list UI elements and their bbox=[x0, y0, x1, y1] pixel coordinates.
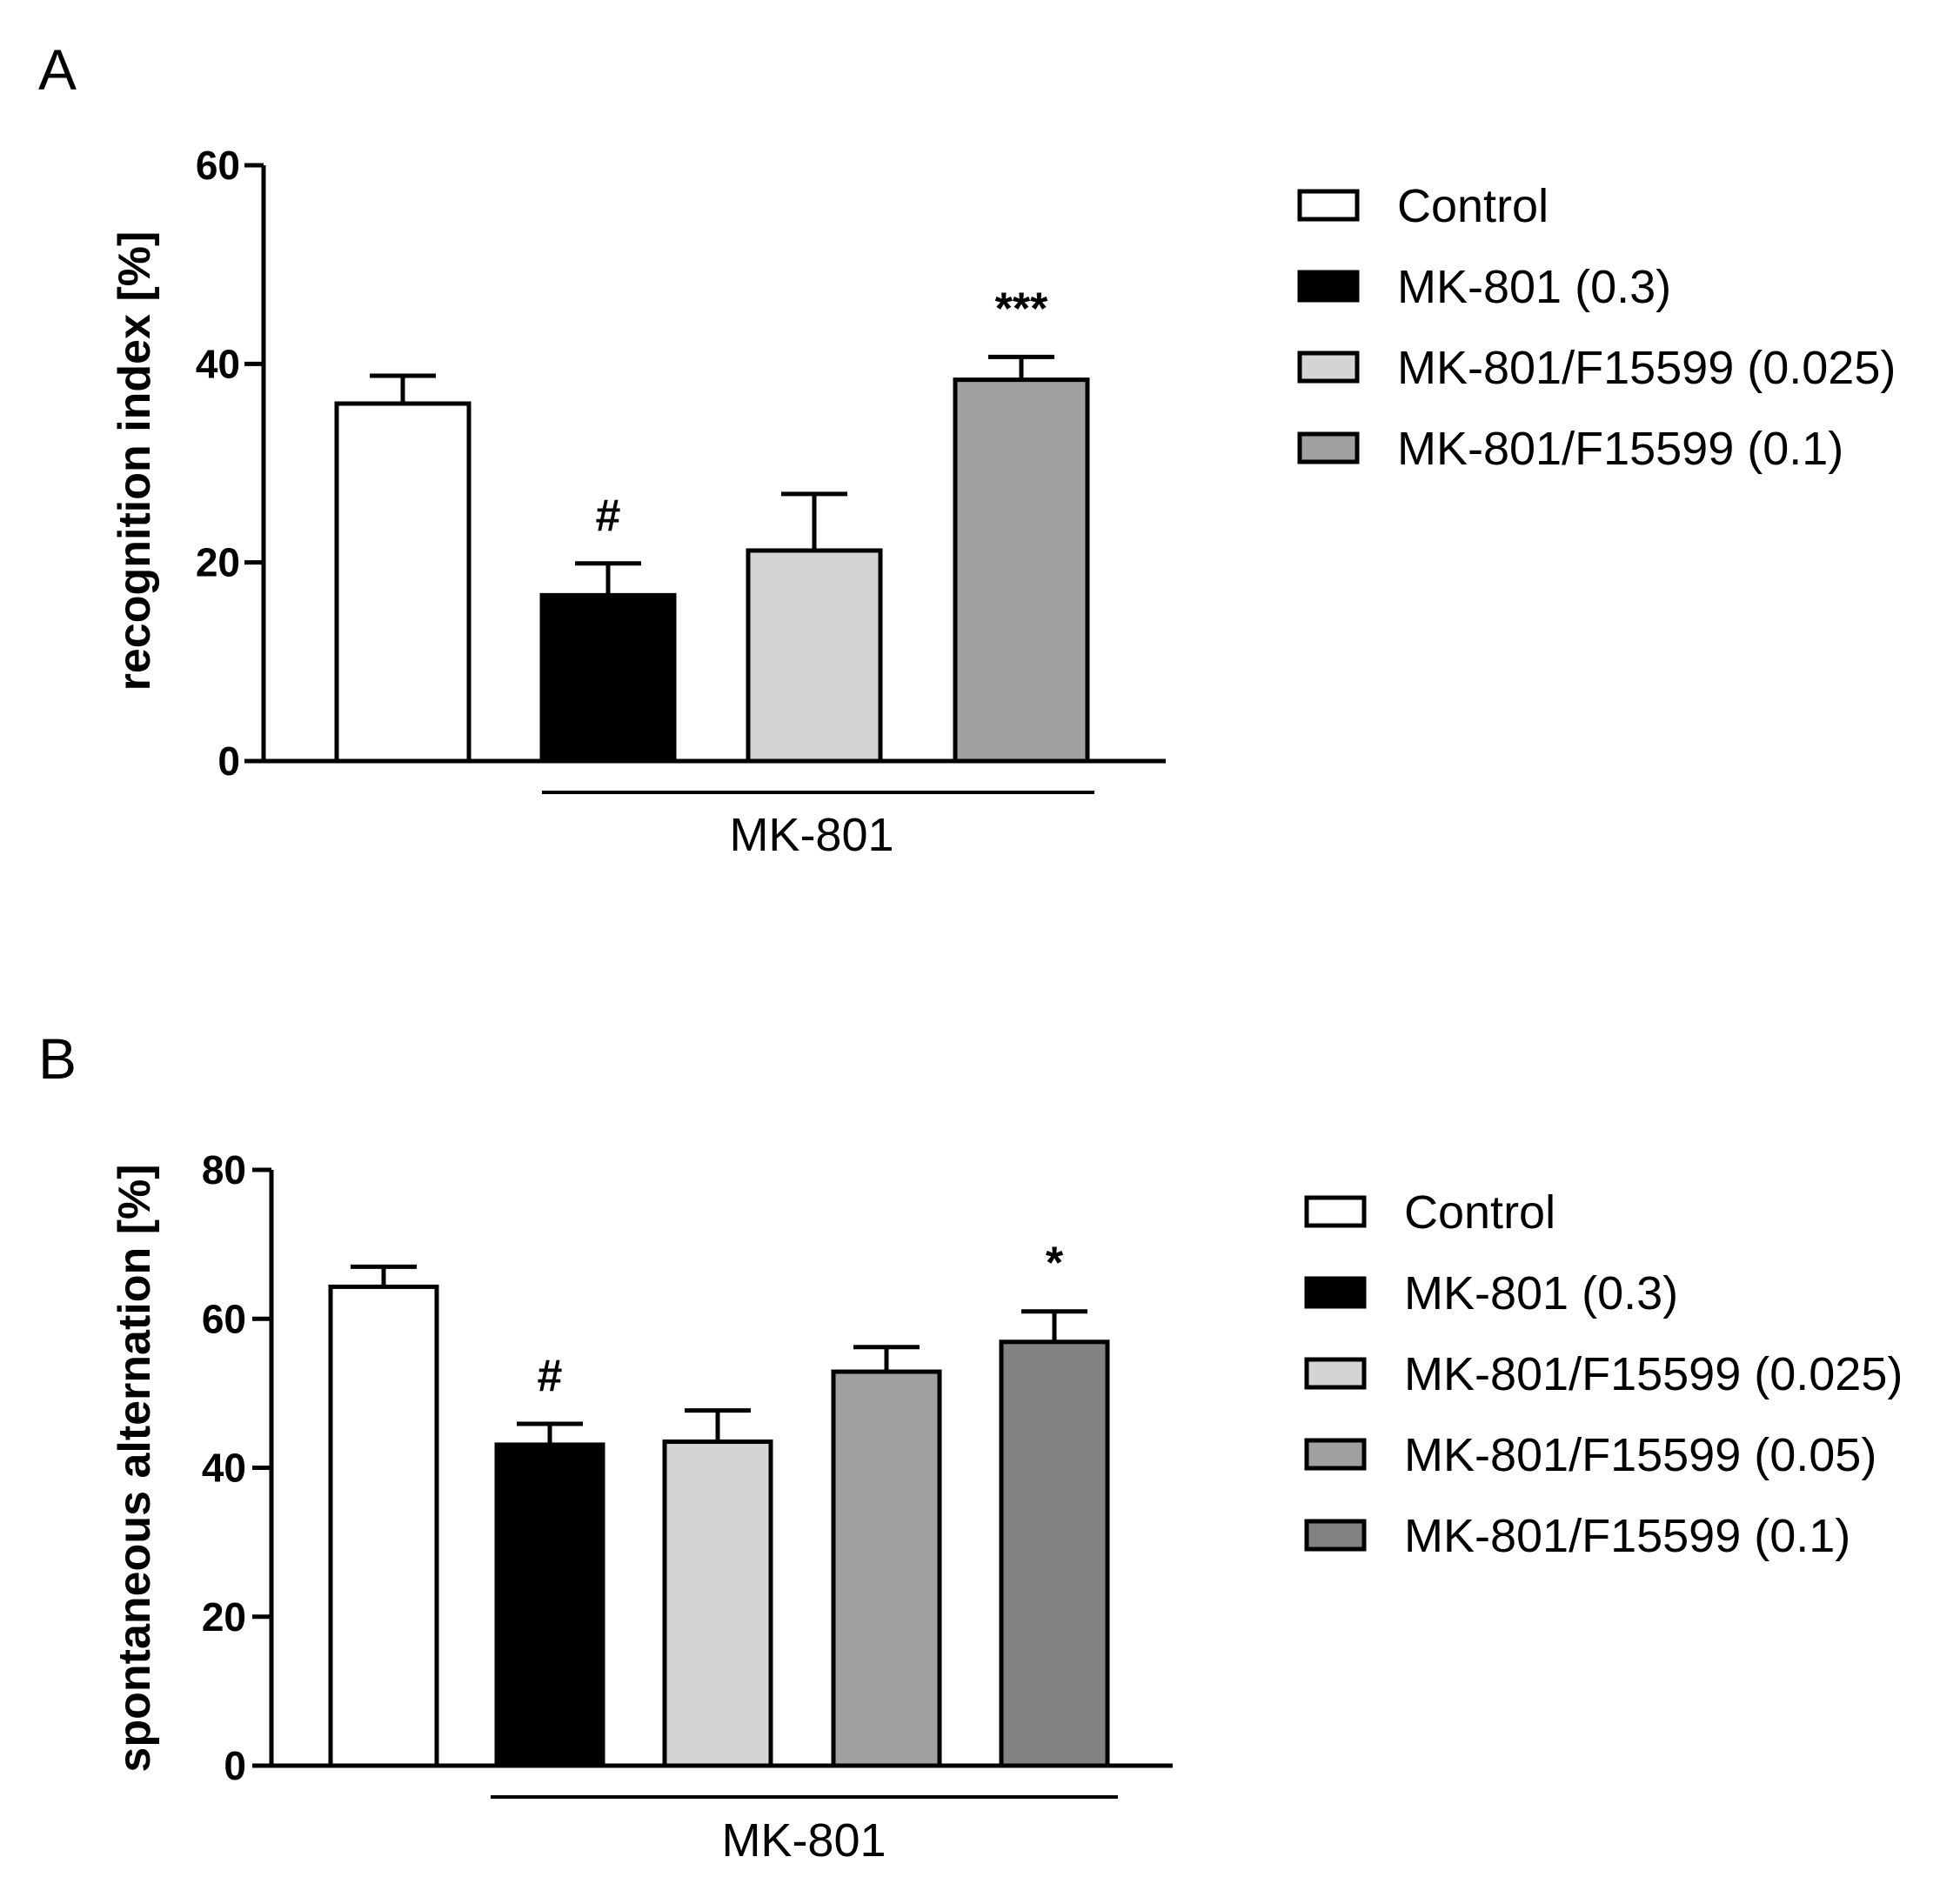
legend-label: Control bbox=[1397, 180, 1549, 232]
legend-label: MK-801/F15599 (0.1) bbox=[1404, 1510, 1850, 1562]
y-axis-title: spontaneous alternation [%] bbox=[110, 1164, 160, 1772]
legend-label: MK-801/F15599 (0.05) bbox=[1404, 1429, 1876, 1481]
legend-swatch bbox=[1297, 351, 1360, 384]
bar-1 bbox=[328, 1284, 439, 1768]
y-tick-label: 60 bbox=[202, 1296, 246, 1341]
y-tick-label: 0 bbox=[224, 1743, 246, 1788]
y-tick-label: 20 bbox=[196, 540, 240, 585]
legend-label: MK-801/F15599 (0.025) bbox=[1404, 1348, 1903, 1400]
legend-swatch bbox=[1304, 1357, 1367, 1390]
y-tick-label: 40 bbox=[196, 341, 240, 386]
legend-swatch bbox=[1304, 1276, 1367, 1309]
panel-letter: B bbox=[38, 1026, 77, 1091]
legend-swatch bbox=[1304, 1438, 1367, 1471]
legend-swatch bbox=[1297, 270, 1360, 303]
bar-4 bbox=[953, 377, 1090, 764]
legend: Control MK-801 (0.3) MK-801/F15599 (0.025)… bbox=[1304, 1186, 1903, 1562]
y-tick-label: 40 bbox=[202, 1446, 246, 1491]
bar-1 bbox=[334, 401, 472, 764]
significance-marker: *** bbox=[995, 284, 1048, 334]
significance-marker: * bbox=[1046, 1239, 1064, 1289]
bar-3 bbox=[746, 548, 883, 764]
legend-label: Control bbox=[1404, 1186, 1555, 1239]
bar-4 bbox=[831, 1369, 942, 1768]
group-label: MK-801 bbox=[721, 1814, 886, 1867]
bar-3 bbox=[662, 1439, 773, 1768]
legend: Control MK-801 (0.3) MK-801/F15599 (0.025)… bbox=[1297, 180, 1896, 475]
y-tick-label: 20 bbox=[202, 1594, 246, 1640]
bar-5 bbox=[999, 1339, 1110, 1768]
y-tick-label: 80 bbox=[202, 1147, 246, 1192]
legend-label: MK-801 (0.3) bbox=[1404, 1267, 1678, 1319]
y-axis-title: recognition index [%] bbox=[110, 231, 160, 691]
significance-marker: # bbox=[596, 491, 621, 541]
y-tick-label: 0 bbox=[217, 738, 240, 784]
legend-label: MK-801/F15599 (0.1) bbox=[1397, 423, 1843, 475]
legend-label: MK-801 (0.3) bbox=[1397, 261, 1671, 313]
legend-swatch bbox=[1297, 189, 1360, 222]
group-label: MK-801 bbox=[729, 809, 893, 861]
bar-2 bbox=[539, 592, 677, 764]
bar-2 bbox=[494, 1442, 605, 1768]
panel-letter: A bbox=[38, 37, 77, 102]
legend-swatch bbox=[1304, 1195, 1367, 1228]
y-tick-label: 60 bbox=[196, 143, 240, 188]
legend-swatch bbox=[1297, 431, 1360, 464]
significance-marker: # bbox=[538, 1351, 563, 1401]
legend-swatch bbox=[1304, 1519, 1367, 1552]
legend-label: MK-801/F15599 (0.025) bbox=[1397, 342, 1896, 394]
